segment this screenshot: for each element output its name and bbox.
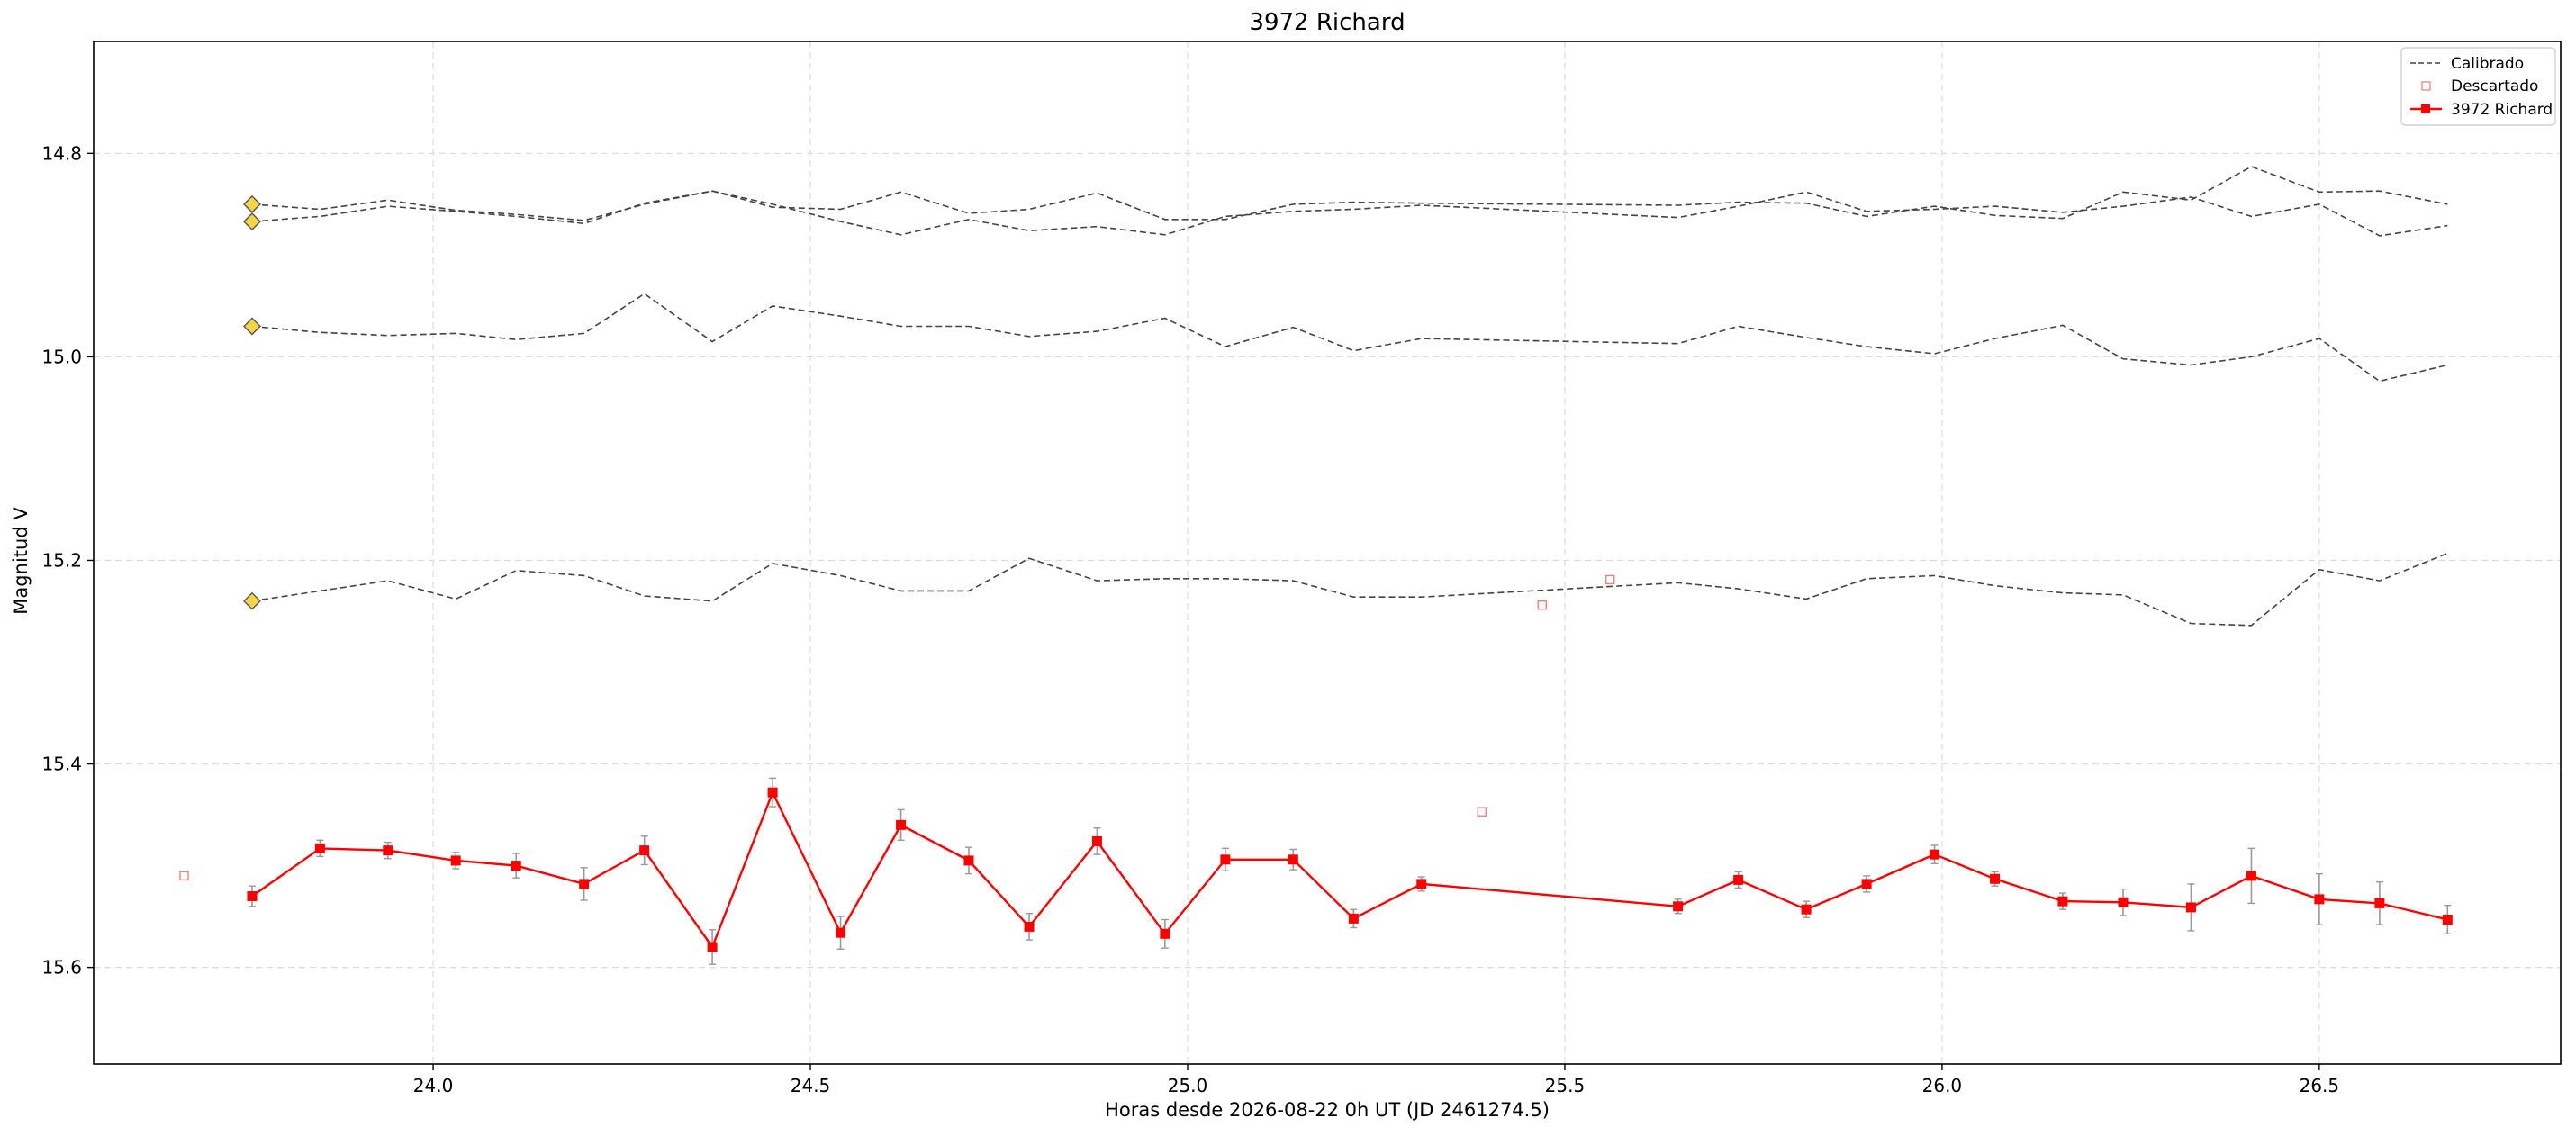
x-tick-label: 24.5 <box>791 1075 831 1096</box>
calibrated-series-line-1 <box>251 190 2448 237</box>
target-data-point <box>1930 849 1940 860</box>
target-data-point <box>2442 914 2453 925</box>
target-data-point <box>2314 894 2325 905</box>
target-data-point <box>511 861 521 871</box>
target-data-point <box>963 855 974 866</box>
ticks-layer: 24.0 24.5 25.0 25.5 26.0 26.5 14.8 15.0 15.2 15.4… <box>41 142 2339 1096</box>
target-data-point <box>1416 879 1427 889</box>
target-data-point <box>2057 896 2068 907</box>
comparison-star-marker <box>242 591 261 610</box>
calibrated-series-line-3 <box>251 293 2448 383</box>
legend-calibrado-label: Calibrado <box>2451 55 2524 73</box>
target-data-point <box>1733 874 1744 885</box>
target-data-point <box>2246 871 2256 881</box>
target-data-point <box>1673 901 1684 912</box>
x-axis-label: Horas desde 2026-08-22 0h UT (JD 2461274… <box>1105 1099 1550 1121</box>
comparison-star-markers-layer <box>242 194 261 610</box>
target-data-point <box>1220 854 1231 865</box>
y-tick-label: 15.0 <box>41 346 82 367</box>
target-data-point <box>707 942 718 952</box>
comparison-star-marker <box>242 317 261 336</box>
grid-layer <box>94 41 2561 1064</box>
target-data-point <box>2185 902 2196 913</box>
target-data-point <box>1861 879 1872 889</box>
legend-descartado-label: Descartado <box>2451 77 2538 95</box>
x-tick-label: 24.0 <box>413 1075 454 1096</box>
target-data-point <box>1288 854 1298 865</box>
target-data-point <box>450 855 461 866</box>
target-data-point <box>1160 928 1170 939</box>
y-tick-label: 15.6 <box>41 957 82 979</box>
chart-title: 3972 Richard <box>1249 9 1405 36</box>
x-tick-label: 26.0 <box>1922 1075 1963 1096</box>
discarded-points-layer <box>179 574 1615 881</box>
legend-target-label: 3972 Richard <box>2451 101 2553 119</box>
discarded-point <box>179 871 189 881</box>
legend: Calibrado Descartado 3972 Richard <box>2400 47 2556 126</box>
comparison-star-marker <box>242 212 261 231</box>
target-data-point <box>639 845 650 856</box>
legend-descartado-swatch <box>2421 81 2431 91</box>
calibrated-series-layer <box>251 166 2448 627</box>
y-tick-label: 15.4 <box>41 753 82 775</box>
y-tick-label: 15.2 <box>41 549 82 571</box>
x-tick-label: 25.0 <box>1168 1075 1208 1096</box>
target-data-point <box>1801 904 1812 915</box>
target-data-point <box>1990 873 2001 884</box>
target-data-point <box>314 843 325 853</box>
target-data-point <box>767 787 778 798</box>
legend-target-swatch-marker <box>2421 104 2430 113</box>
target-data-point <box>1091 835 1102 846</box>
target-series-line <box>251 790 2448 950</box>
target-data-point <box>1348 913 1359 924</box>
x-tick-label: 26.5 <box>2300 1075 2340 1096</box>
x-tick-label: 25.5 <box>1545 1075 1586 1096</box>
target-data-point <box>383 845 393 856</box>
calibrated-series-line-4 <box>251 552 2448 627</box>
discarded-point <box>1605 574 1615 585</box>
target-data-point <box>1024 921 1035 932</box>
target-data-point <box>896 819 907 830</box>
discarded-point <box>1477 807 1487 817</box>
comparison-star-marker <box>242 194 261 213</box>
target-data-point <box>2118 897 2129 907</box>
y-axis-label: Magnitud V <box>10 507 32 615</box>
plot-area-frame <box>93 41 2562 1065</box>
target-data-point <box>2374 898 2385 908</box>
target-data-point <box>247 890 258 901</box>
calibrated-series-line-2 <box>251 166 2448 225</box>
target-data-point <box>579 879 590 889</box>
discarded-point <box>1537 600 1548 610</box>
legend-box <box>2400 47 2556 126</box>
target-data-point <box>836 927 846 938</box>
target-series-layer <box>247 777 2453 965</box>
y-tick-label: 14.8 <box>41 142 82 164</box>
